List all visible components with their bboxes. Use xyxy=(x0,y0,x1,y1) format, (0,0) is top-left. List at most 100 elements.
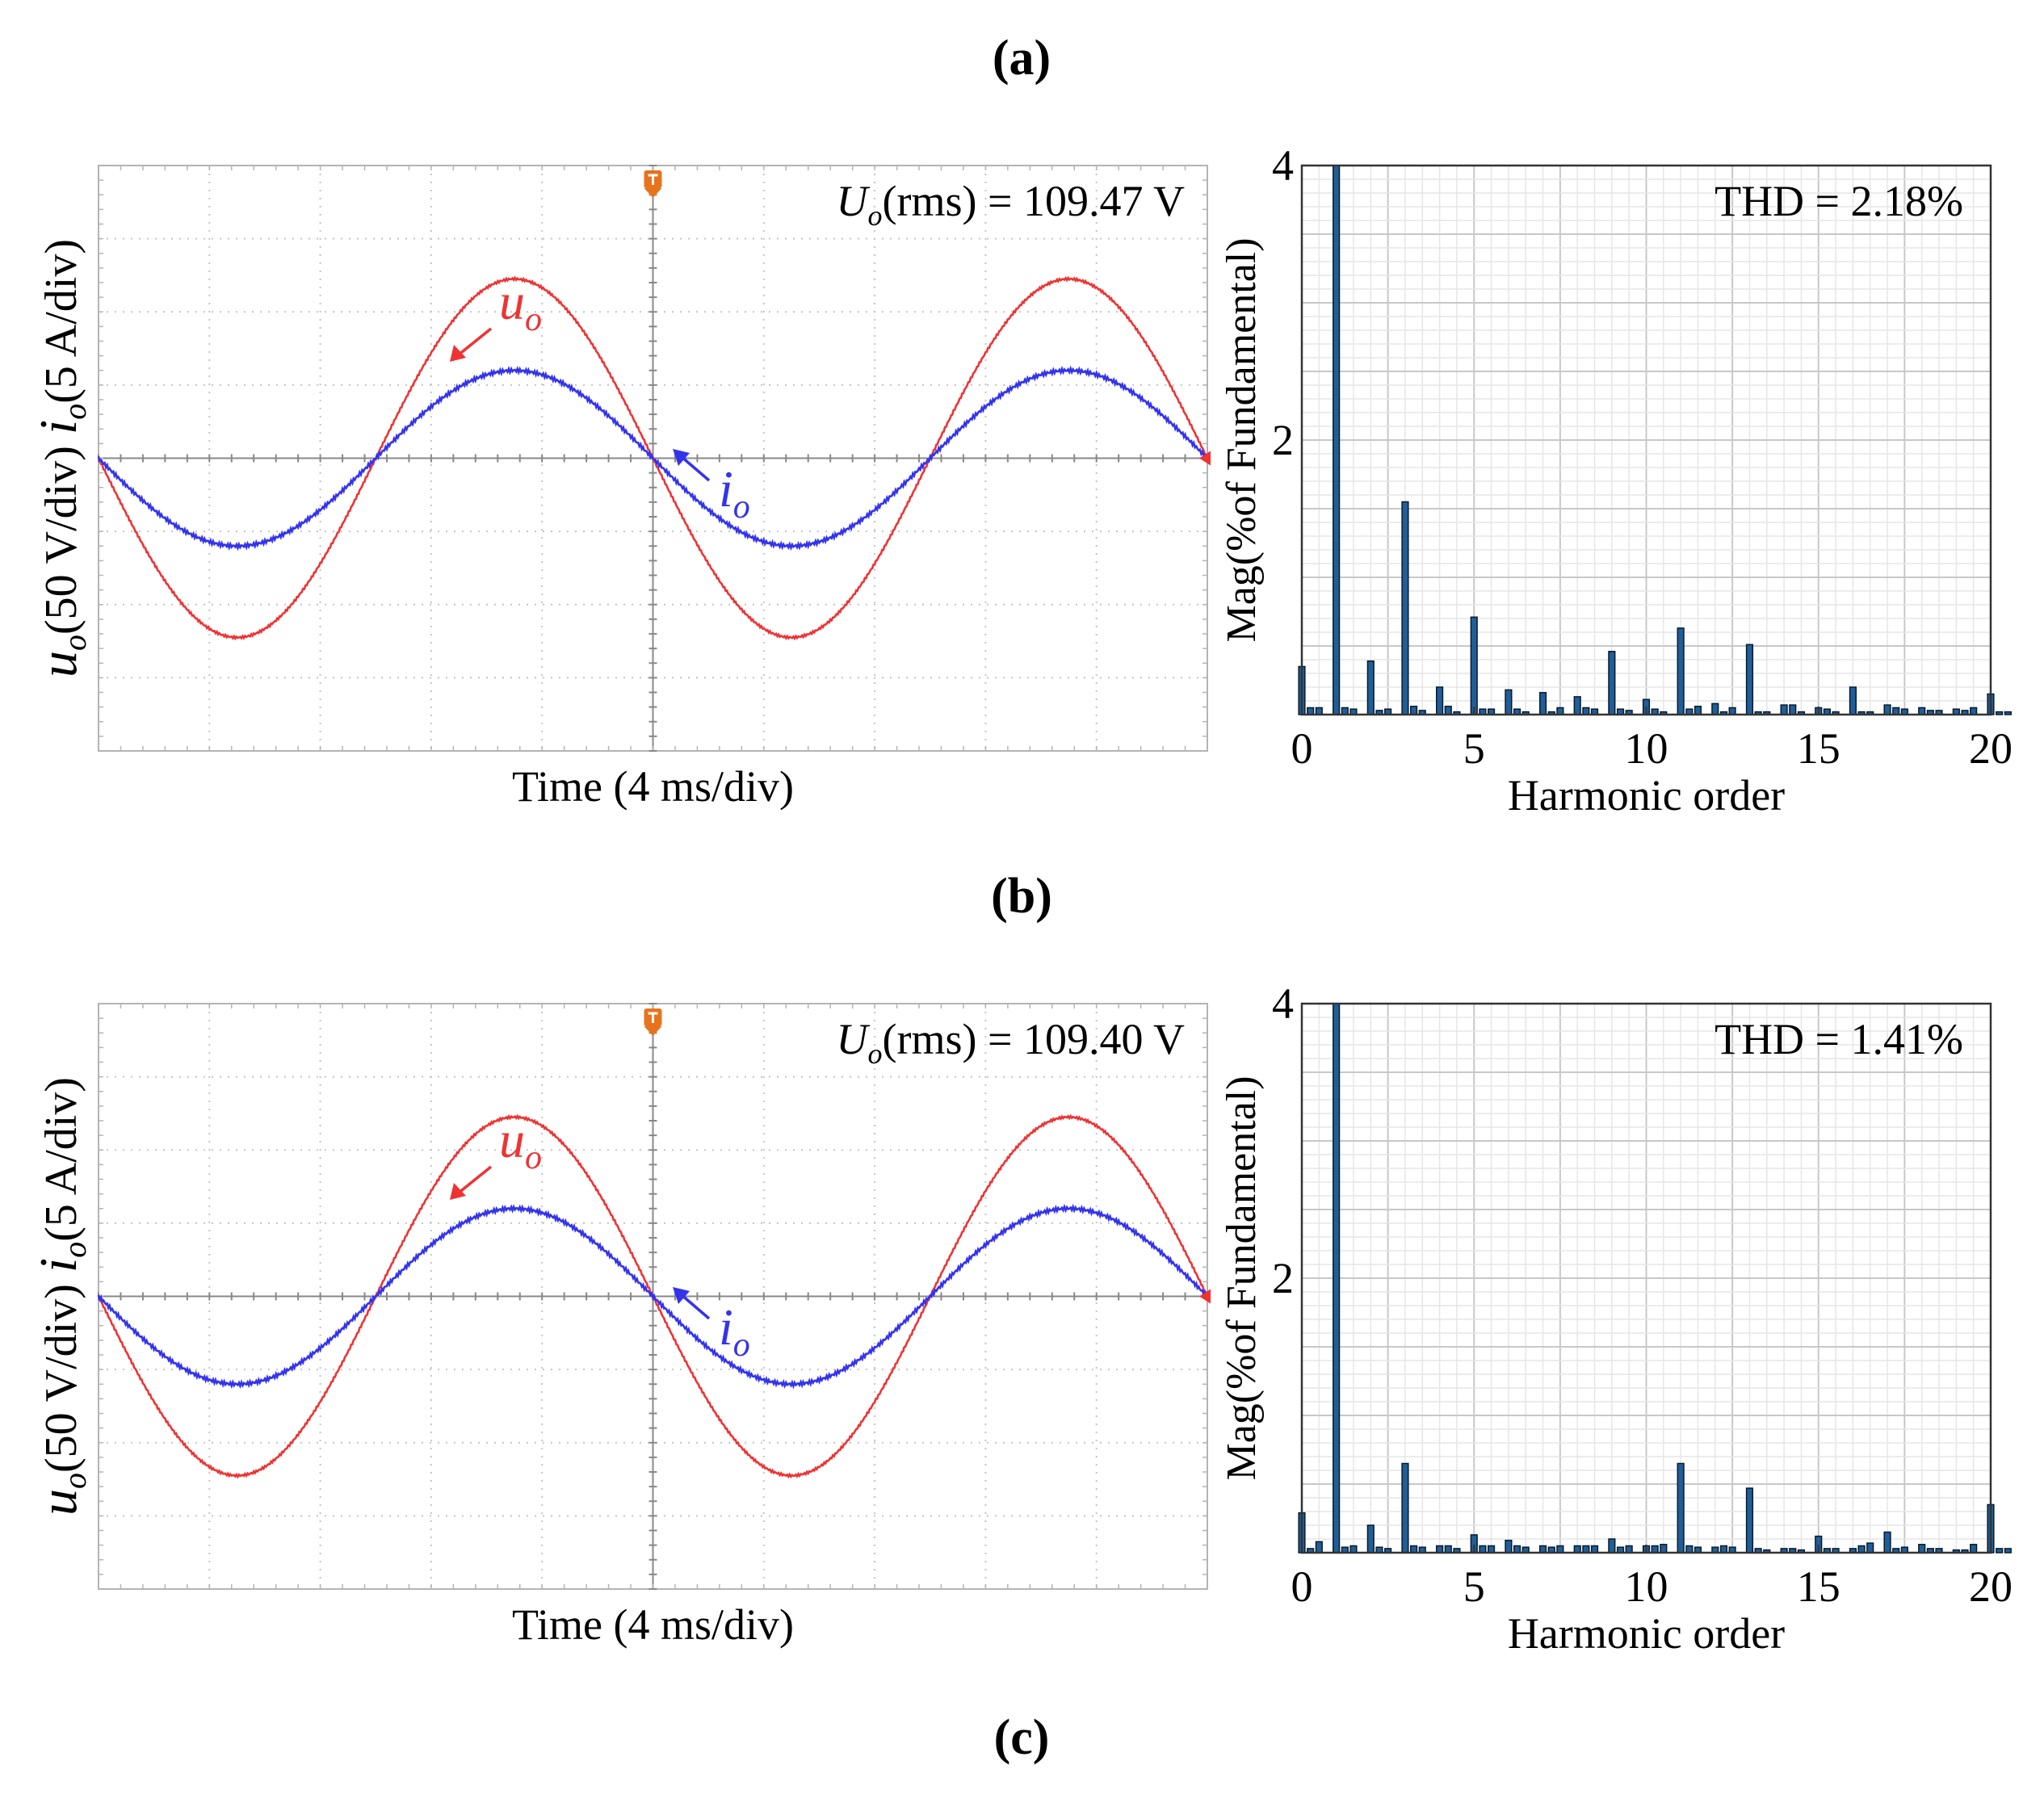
fft-bar xyxy=(2004,711,2012,715)
fft-bar xyxy=(1366,660,1375,715)
current-trace xyxy=(97,365,1209,551)
fft-bar xyxy=(1436,1545,1444,1554)
fft-xtick-label: 20 xyxy=(1969,724,2013,773)
fft-bar xyxy=(1857,1545,1866,1554)
fft-bar xyxy=(1745,644,1754,715)
panel-label-b: (b) xyxy=(991,869,1052,924)
fft-bar xyxy=(1444,1545,1452,1554)
fft-bar xyxy=(1582,707,1590,715)
fft-bar xyxy=(1505,689,1513,715)
ground-marker xyxy=(1199,451,1211,466)
fft-bar xyxy=(1608,651,1616,715)
fft-bar xyxy=(1780,704,1788,715)
fft-bar xyxy=(1892,707,1900,715)
fft-bar xyxy=(1970,707,1978,715)
fft-xtick-label: 15 xyxy=(1797,724,1840,773)
fft-bar xyxy=(1401,1462,1409,1554)
fft-bar xyxy=(1728,707,1736,715)
fft-bar xyxy=(1745,1487,1754,1554)
fft-bar xyxy=(1470,616,1478,715)
fft-xtick-label: 10 xyxy=(1625,1562,1668,1611)
fft-b: 0 5 10 15 20 2 4 THD = 1.41% Harmonic order Mag(%… xyxy=(1219,979,2013,1658)
fft-grid xyxy=(1301,1003,1992,1554)
fft-bar xyxy=(1970,1544,1978,1554)
fft-bar xyxy=(1582,1545,1590,1554)
scope-ylabel: uo(50 V/div) io(5 A/div) xyxy=(29,1077,93,1516)
fft-bar xyxy=(1677,627,1685,715)
fft-ylabel: Mag(%of Fundamental) xyxy=(1219,1076,1265,1480)
scope-xlabel: Time (4 ms/div) xyxy=(512,762,794,811)
fft-bar xyxy=(1410,1545,1418,1554)
fft-bar xyxy=(1315,707,1323,715)
fft-bar xyxy=(1410,706,1418,715)
fft-bar xyxy=(1479,1545,1487,1554)
fft-xtick-label: 5 xyxy=(1463,724,1485,773)
fft-bar xyxy=(1538,692,1547,715)
fft-bar xyxy=(1677,1462,1685,1554)
trigger-marker xyxy=(644,170,662,198)
fft-bar xyxy=(1918,1544,1926,1554)
scope-grid xyxy=(99,1004,1207,1589)
current-arrow-label: io xyxy=(719,1298,750,1364)
voltage-arrow: uo xyxy=(450,1111,542,1200)
fft-bar xyxy=(1315,1541,1323,1554)
fft-bar xyxy=(1590,1545,1599,1554)
rms-annotation: Uo(rms) = 109.40 V xyxy=(837,1015,1185,1070)
fft-bar xyxy=(1556,1545,1564,1554)
fft-bar xyxy=(1660,1544,1668,1554)
fft-bar xyxy=(1651,1545,1659,1554)
rms-annotation: Uo(rms) = 109.47 V xyxy=(837,177,1185,232)
fft-bar xyxy=(1573,1545,1581,1554)
scope-xlabel: Time (4 ms/div) xyxy=(512,1600,794,1649)
fft-bar xyxy=(1789,704,1797,715)
fft-bar xyxy=(1349,1545,1358,1554)
fft-ytick-label: 4 xyxy=(1272,141,1294,190)
fft-thd-label: THD = 1.41% xyxy=(1715,1015,1963,1063)
current-arrow: io xyxy=(673,449,750,526)
fft-ytick-label: 4 xyxy=(1272,979,1294,1028)
current-arrow: io xyxy=(673,1287,750,1364)
fft-bar xyxy=(1866,1542,1874,1554)
fft-bar xyxy=(1883,1531,1891,1554)
fft-bar xyxy=(1849,686,1857,715)
fft-ytick-label: 2 xyxy=(1272,1254,1294,1302)
fft-bar xyxy=(1513,1545,1521,1554)
fft-bar xyxy=(1996,711,2004,715)
fft-bar xyxy=(1556,707,1564,715)
trigger-marker xyxy=(644,1008,662,1036)
fft-xtick-label: 0 xyxy=(1291,1562,1313,1611)
fft-xtick-label: 20 xyxy=(1969,1562,2013,1611)
fft-bar xyxy=(1719,1545,1728,1554)
fft-bar xyxy=(1625,1545,1633,1554)
voltage-arrow-label: uo xyxy=(499,273,542,338)
fft-bar xyxy=(1366,1524,1375,1554)
fft-a: 0 5 10 15 20 2 4 THD = 2.18% Harmonic order Mag(%… xyxy=(1219,141,2013,820)
panel-label-a: (a) xyxy=(993,31,1051,86)
voltage-arrow: uo xyxy=(450,273,542,362)
fft-bar xyxy=(1538,1545,1547,1554)
fft-bar xyxy=(1573,696,1581,715)
fft-bar xyxy=(1685,1545,1694,1554)
panel-label-c: (c) xyxy=(994,1710,1050,1765)
fft-bar xyxy=(1307,707,1315,715)
fft-bar xyxy=(1918,707,1926,715)
fft-xlabel: Harmonic order xyxy=(1508,1609,1785,1658)
scope-b: Uo(rms) = 109.40 V uo io Time (4 ms/div) uo(… xyxy=(29,1003,1211,1649)
scope-a: Uo(rms) = 109.47 V uo io Time (4 ms/div) uo(… xyxy=(29,165,1211,811)
fft-bar xyxy=(1436,686,1444,715)
fft-xtick-label: 15 xyxy=(1797,1562,1840,1611)
fft-bar xyxy=(1333,1003,1341,1554)
fft-bar xyxy=(1996,1548,2004,1554)
ground-marker xyxy=(1199,1289,1211,1304)
fft-xtick-label: 0 xyxy=(1291,724,1313,773)
voltage-arrow-label: uo xyxy=(499,1111,542,1176)
fft-bar xyxy=(1505,1539,1513,1554)
fft-ylabel: Mag(%of Fundamental) xyxy=(1219,237,1265,642)
fft-thd-label: THD = 2.18% xyxy=(1715,177,1963,225)
fft-bar xyxy=(1401,501,1409,715)
scope-grid xyxy=(99,166,1207,751)
fft-bar xyxy=(1608,1538,1616,1554)
fft-bar xyxy=(2004,1548,2012,1554)
